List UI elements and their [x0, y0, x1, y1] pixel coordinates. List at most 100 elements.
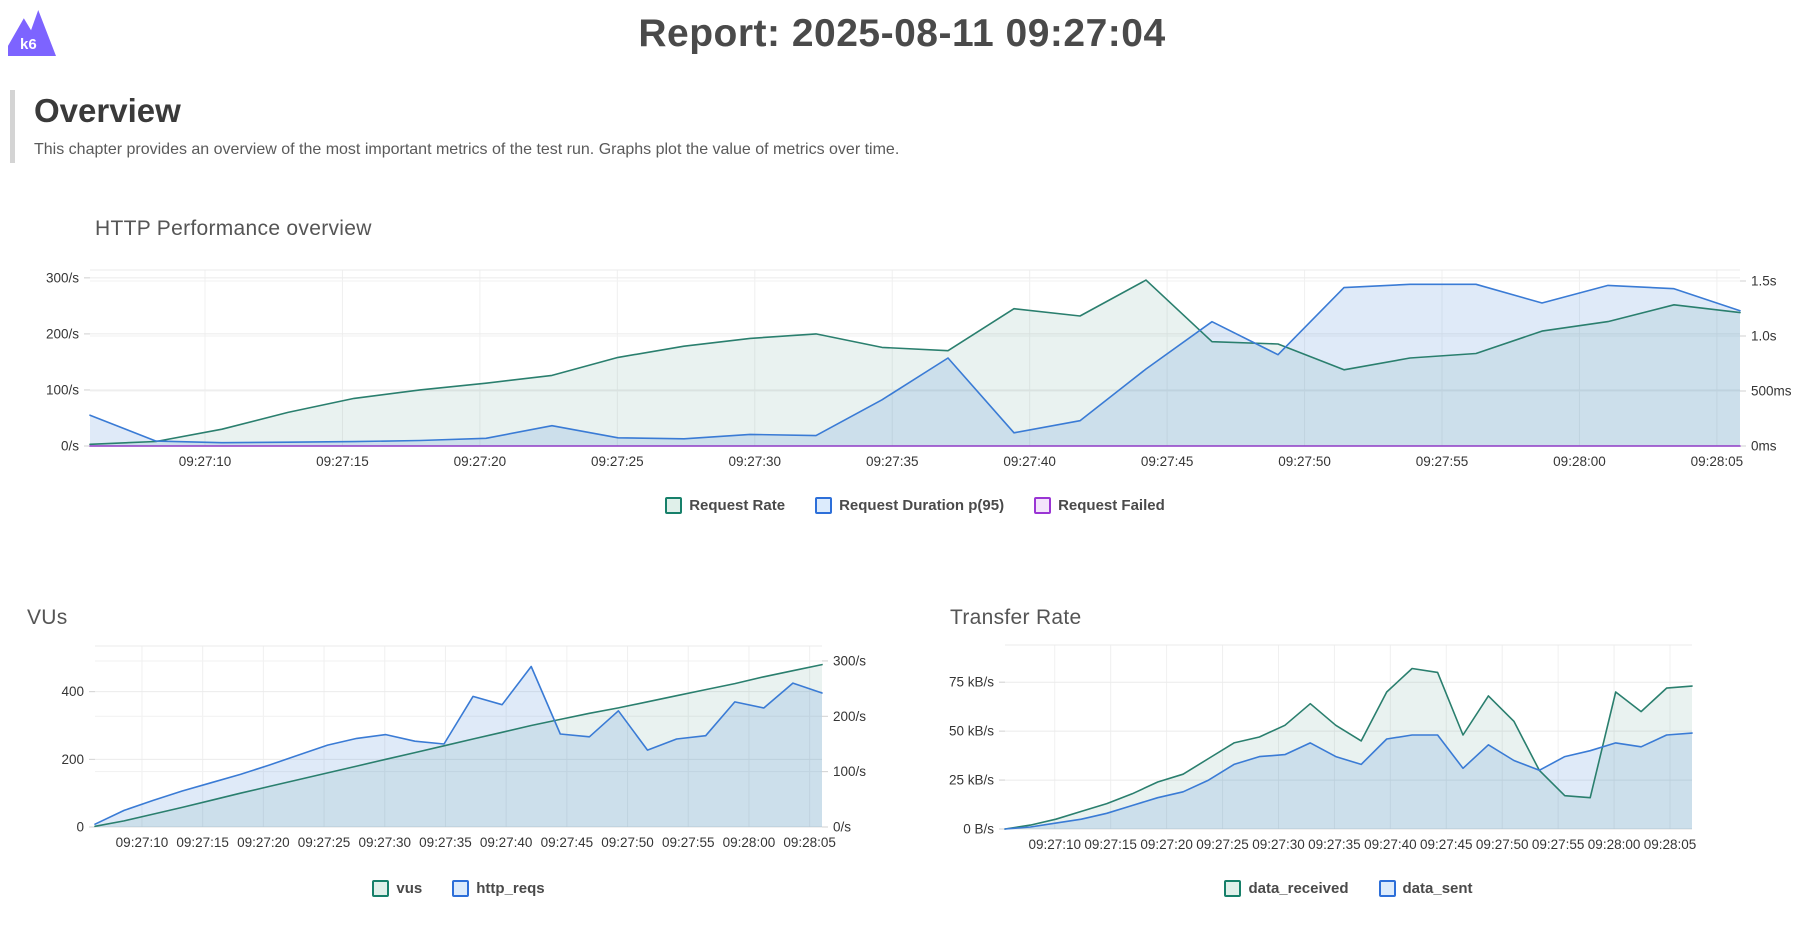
x-axis-tick-label: 09:27:20	[1140, 837, 1193, 852]
legend-swatch-icon	[1224, 880, 1242, 897]
legend-swatch-icon	[815, 497, 833, 514]
y-axis-right-tick-label: 200/s	[833, 709, 866, 724]
legend-label: data_sent	[1402, 880, 1473, 897]
transfer-rate-chart-title: Transfer Rate	[950, 606, 1082, 629]
chart-canvas[interactable]: 09:27:10 09:27:15 09:27:20 09:27:25 09:27:30…	[0, 615, 900, 875]
legend-item-data-sent[interactable]: data_sent	[1378, 880, 1473, 897]
legend-swatch-icon	[665, 497, 683, 514]
legend-label: Request Rate	[689, 497, 786, 514]
y-axis-left-tick-label: 25 kB/s	[949, 773, 994, 788]
http-performance-chart-legend: Request Rate Request Duration p(95) Reques…	[90, 497, 1740, 514]
series-area	[95, 664, 822, 827]
x-axis-tick-label: 09:27:55	[1416, 454, 1469, 469]
x-axis-tick-label: 09:27:25	[298, 835, 351, 850]
y-axis-left-tick-label: 50 kB/s	[949, 724, 994, 739]
series-area	[90, 284, 1740, 446]
x-axis-tick-label: 09:27:45	[1420, 837, 1473, 852]
legend-item-request-failed[interactable]: Request Failed	[1034, 497, 1165, 514]
legend-swatch-icon	[372, 880, 390, 897]
y-axis-left-tick-label: 400	[61, 684, 84, 699]
y-axis-left-tick-label: 75 kB/s	[949, 675, 994, 690]
y-axis-left-tick-label: 300/s	[46, 270, 79, 285]
legend-label: Request Duration p(95)	[839, 497, 1005, 514]
y-axis-right-tick-label: 0/s	[833, 820, 851, 835]
x-axis-tick-label: 09:27:10	[179, 454, 232, 469]
legend-swatch-icon	[1378, 880, 1396, 897]
y-axis-left-tick-label: 0/s	[61, 439, 79, 454]
legend-swatch-icon	[452, 880, 470, 897]
chart-canvas[interactable]: 09:27:10 09:27:15 09:27:20 09:27:25 09:27:30…	[900, 615, 1804, 875]
y-axis-left-tick-label: 0	[76, 820, 84, 835]
y-axis-right-tick-label: 1.0s	[1751, 329, 1777, 344]
x-axis-tick-label: 09:27:50	[1278, 454, 1331, 469]
x-axis-tick-label: 09:27:20	[454, 454, 507, 469]
series-area	[1005, 668, 1692, 829]
x-axis-tick-label: 09:27:45	[541, 835, 594, 850]
x-axis-tick-label: 09:27:15	[316, 454, 369, 469]
x-axis-tick-label: 09:28:05	[1691, 454, 1744, 469]
y-axis-right-tick-label: 1.5s	[1751, 274, 1777, 289]
x-axis-tick-label: 09:27:10	[116, 835, 169, 850]
x-axis-tick-label: 09:27:40	[1003, 454, 1056, 469]
y-axis-left-tick-label: 200	[61, 752, 84, 767]
overview-section: Overview This chapter provides an overvi…	[10, 90, 899, 163]
transfer-rate-chart[interactable]: 09:27:10 09:27:15 09:27:20 09:27:25 09:27:30…	[900, 615, 1804, 875]
x-axis-tick-label: 09:27:30	[358, 835, 411, 850]
x-axis-tick-label: 09:27:35	[866, 454, 919, 469]
x-axis-tick-label: 09:27:25	[1196, 837, 1249, 852]
http-performance-chart[interactable]: 09:27:10 09:27:15 09:27:20 09:27:25 09:27:30…	[0, 240, 1804, 490]
series-area	[95, 666, 822, 827]
x-axis-tick-label: 09:27:30	[1252, 837, 1305, 852]
legend-item-data-received[interactable]: data_received	[1224, 880, 1349, 897]
y-axis-right-tick-label: 500ms	[1751, 384, 1792, 399]
x-axis-tick-label: 09:27:45	[1141, 454, 1194, 469]
x-axis-tick-label: 09:27:35	[419, 835, 472, 850]
x-axis-tick-label: 09:28:00	[723, 835, 776, 850]
series-line	[89, 279, 1741, 446]
y-axis-right-tick-label: 300/s	[833, 653, 866, 668]
x-axis-tick-label: 09:27:55	[662, 835, 715, 850]
x-axis-tick-label: 09:27:25	[591, 454, 644, 469]
section-heading: Overview	[34, 92, 181, 129]
x-axis-tick-label: 09:27:50	[601, 835, 654, 850]
series-line	[89, 283, 1741, 444]
vus-chart[interactable]: 09:27:10 09:27:15 09:27:20 09:27:25 09:27:30…	[0, 615, 900, 875]
legend-label: http_reqs	[476, 880, 545, 897]
legend-item-http-reqs[interactable]: http_reqs	[452, 880, 545, 897]
x-axis-tick-label: 09:28:05	[1644, 837, 1697, 852]
y-axis-left-tick-label: 0 B/s	[963, 822, 994, 837]
x-axis-tick-label: 09:27:40	[1364, 837, 1417, 852]
series-area	[1005, 733, 1692, 829]
legend-label: vus	[396, 880, 423, 897]
x-axis-tick-label: 09:27:35	[1308, 837, 1361, 852]
x-axis-tick-label: 09:28:00	[1553, 454, 1606, 469]
x-axis-tick-label: 09:27:10	[1028, 837, 1081, 852]
legend-item-request-rate[interactable]: Request Rate	[665, 497, 785, 514]
y-axis-left-tick-label: 200/s	[46, 326, 79, 341]
x-axis-tick-label: 09:27:20	[237, 835, 290, 850]
x-axis-tick-label: 09:28:05	[783, 835, 836, 850]
page-title: Report: 2025-08-11 09:27:04	[638, 12, 1166, 55]
chart-canvas[interactable]: 09:27:10 09:27:15 09:27:20 09:27:25 09:27:30…	[0, 240, 1804, 490]
series-line	[1004, 667, 1693, 830]
legend-item-vus[interactable]: vus	[372, 880, 422, 897]
x-axis-tick-label: 09:27:30	[729, 454, 782, 469]
k6-logo-text: k6	[20, 36, 37, 53]
x-axis-tick-label: 09:27:40	[480, 835, 533, 850]
vus-chart-title: VUs	[27, 606, 68, 629]
legend-label: Request Failed	[1058, 497, 1165, 514]
y-axis-left-tick-label: 100/s	[46, 382, 79, 397]
y-axis-right-tick-label: 0ms	[1751, 439, 1777, 454]
x-axis-tick-label: 09:27:15	[176, 835, 229, 850]
series-line	[94, 665, 823, 825]
series-line	[94, 663, 823, 828]
y-axis-right-tick-label: 100/s	[833, 764, 866, 779]
x-axis-tick-label: 09:27:50	[1476, 837, 1529, 852]
legend-item-request-duration-p-95-[interactable]: Request Duration p(95)	[815, 497, 1004, 514]
legend-swatch-icon	[1034, 497, 1052, 514]
http-performance-chart-title: HTTP Performance overview	[95, 217, 372, 240]
series-area	[90, 280, 1740, 446]
x-axis-tick-label: 09:27:55	[1532, 837, 1585, 852]
x-axis-tick-label: 09:27:15	[1084, 837, 1137, 852]
series-line	[1004, 732, 1693, 830]
